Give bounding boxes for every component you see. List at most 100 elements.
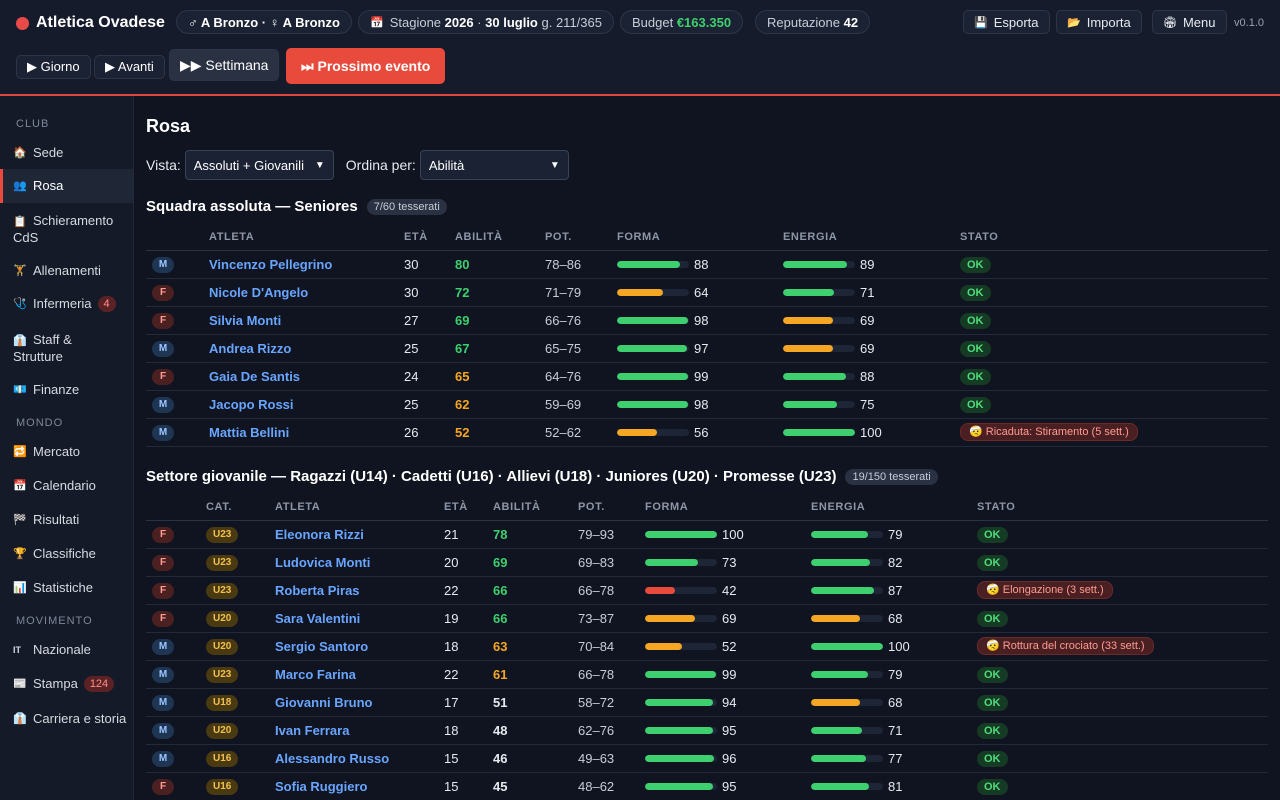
sidebar-item-rosa[interactable]: 👥 Rosa <box>0 169 133 203</box>
table-row[interactable]: M U23 Marco Farina 22 61 66–78 99 79 OK <box>146 660 1268 689</box>
table-row[interactable]: M Andrea Rizzo 25 67 65–75 97 69 OK <box>146 334 1268 363</box>
sidebar-item-infermeria[interactable]: 🩺 Infermeria 4 <box>0 296 133 312</box>
category-badge: U20 <box>206 723 239 739</box>
table-row[interactable]: M Mattia Bellini 26 52 52–62 56 100 🤕 Ricaduta:… <box>146 418 1268 447</box>
col-form[interactable]: FORMA <box>645 494 811 521</box>
advance-day-button[interactable]: ▶ Giorno <box>16 55 91 79</box>
table-row[interactable]: F U23 Eleonora Rizzi 21 78 79–93 100 79 OK <box>146 520 1268 549</box>
energy-bar-fill <box>811 783 870 791</box>
sex-cell: F <box>146 772 206 800</box>
athlete-name[interactable]: Vincenzo Pellegrino <box>209 250 404 279</box>
view-select[interactable]: Assoluti + Giovanili ▼ <box>184 150 334 180</box>
ability-value: 45 <box>493 778 508 794</box>
col-category[interactable]: CAT. <box>206 494 275 521</box>
potential: 73–87 <box>578 604 645 633</box>
athlete-name[interactable]: Gaia De Santis <box>209 362 404 391</box>
export-button[interactable]: 💾 Esporta <box>963 10 1050 34</box>
col-status[interactable]: STATO <box>960 224 1268 251</box>
col-energy[interactable]: ENERGIA <box>811 494 977 521</box>
athlete-name[interactable]: Sara Valentini <box>275 604 444 633</box>
sidebar-item-mercato[interactable]: 🔁 Mercato <box>0 444 133 460</box>
col-ability[interactable]: ABILITÀ <box>455 224 545 251</box>
col-athlete[interactable]: ATLETA <box>209 224 404 251</box>
sidebar-item-finanze[interactable]: 💶 Finanze <box>0 382 133 398</box>
athlete-name[interactable]: Jacopo Rossi <box>209 390 404 419</box>
energy: 100 <box>783 418 960 447</box>
table-row[interactable]: F U23 Roberta Piras 22 66 66–78 42 87 🤕 Elongazi… <box>146 576 1268 605</box>
athlete-name[interactable]: Marco Farina <box>275 660 444 689</box>
table-row[interactable]: M Jacopo Rossi 25 62 59–69 98 75 OK <box>146 390 1268 419</box>
table-row[interactable]: F U23 Ludovica Monti 20 69 69–83 73 82 OK <box>146 548 1268 577</box>
table-row[interactable]: M U16 Alessandro Russo 15 46 49–63 96 77 OK <box>146 744 1268 773</box>
energy: 89 <box>783 250 960 279</box>
table-row[interactable]: M Vincenzo Pellegrino 30 80 78–86 88 89 OK <box>146 250 1268 279</box>
sidebar-item-staff[interactable]: 👔 Staff & Strutture <box>0 332 110 365</box>
age: 27 <box>404 306 455 335</box>
ability: 48 <box>493 716 578 745</box>
category-badge: U23 <box>206 583 239 599</box>
table-row[interactable]: M U20 Sergio Santoro 18 63 70–84 52 100 🤕 Rottur… <box>146 632 1268 661</box>
athlete-name[interactable]: Sergio Santoro <box>275 632 444 661</box>
table-row[interactable]: F Nicole D'Angelo 30 72 71–79 64 71 OK <box>146 278 1268 307</box>
advance-week-button[interactable]: ▶▶ Settimana <box>169 49 280 81</box>
athlete-name[interactable]: Ludovica Monti <box>275 548 444 577</box>
table-row[interactable]: M U20 Ivan Ferrara 18 48 62–76 95 71 OK <box>146 716 1268 745</box>
col-age[interactable]: ETÀ <box>404 224 455 251</box>
table-row[interactable]: F U16 Sofia Ruggiero 15 45 48–62 95 81 OK <box>146 772 1268 800</box>
athlete-name[interactable]: Andrea Rizzo <box>209 334 404 363</box>
col-ability[interactable]: ABILITÀ <box>493 494 578 521</box>
athlete-name[interactable]: Nicole D'Angelo <box>209 278 404 307</box>
import-button[interactable]: 📂 Importa <box>1056 10 1142 34</box>
athlete-name[interactable]: Giovanni Bruno <box>275 688 444 717</box>
sidebar-item-sede[interactable]: 🏠 Sede <box>0 145 133 161</box>
sidebar-item-nazionale[interactable]: IT Nazionale <box>0 642 133 658</box>
next-event-button[interactable]: ⏭ Prossimo evento <box>286 48 446 84</box>
col-age[interactable]: ETÀ <box>444 494 493 521</box>
form-bar-fill <box>645 699 713 707</box>
sidebar-item-stampa[interactable]: 📰 Stampa 124 <box>0 676 133 692</box>
sidebar-item-calendario[interactable]: 📅 Calendario <box>0 478 133 494</box>
athlete-name[interactable]: Roberta Piras <box>275 576 444 605</box>
athlete-name[interactable]: Sofia Ruggiero <box>275 772 444 800</box>
athlete-name[interactable]: Eleonora Rizzi <box>275 520 444 549</box>
energy: 87 <box>811 576 977 605</box>
advance-button[interactable]: ▶ Avanti <box>94 55 165 79</box>
col-potential[interactable]: POT. <box>578 494 645 521</box>
table-row[interactable]: F Silvia Monti 27 69 66–76 98 69 OK <box>146 306 1268 335</box>
col-potential[interactable]: POT. <box>545 224 617 251</box>
athlete-name-value: Sara Valentini <box>275 610 361 626</box>
col-energy[interactable]: ENERGIA <box>783 224 960 251</box>
sidebar-item-risultati[interactable]: 🏁 Risultati <box>0 512 133 528</box>
sidebar-item-schieramento[interactable]: 📋 Schieramento CdS <box>0 213 120 246</box>
category-cell: U20 <box>206 632 275 661</box>
energy-value: 71 <box>888 723 903 739</box>
ability: 63 <box>493 632 578 661</box>
table-row[interactable]: F U20 Sara Valentini 19 66 73–87 69 68 OK <box>146 604 1268 633</box>
energy-value: 77 <box>888 751 903 767</box>
col-status[interactable]: STATO <box>977 494 1268 521</box>
sidebar-item-allenamenti[interactable]: 🏋 Allenamenti <box>0 263 133 279</box>
sidebar-section-movement: MOVIMENTO <box>16 615 93 627</box>
sidebar-item-carriera[interactable]: 👔 Carriera e storia <box>0 711 133 727</box>
col-athlete[interactable]: ATLETA <box>275 494 444 521</box>
table-row[interactable]: F Gaia De Santis 24 65 64–76 99 88 OK <box>146 362 1268 391</box>
newspaper-icon: 📰 <box>13 678 27 690</box>
athlete-name[interactable]: Ivan Ferrara <box>275 716 444 745</box>
sex-cell: F <box>146 362 209 391</box>
athlete-name[interactable]: Mattia Bellini <box>209 418 404 447</box>
athlete-name[interactable]: Silvia Monti <box>209 306 404 335</box>
potential: 58–72 <box>578 688 645 717</box>
age-value: 18 <box>444 638 459 654</box>
sidebar-item-classifiche[interactable]: 🏆 Classifiche <box>0 546 133 562</box>
ability: 69 <box>493 548 578 577</box>
age-value: 18 <box>444 722 459 738</box>
energy-bar <box>783 317 855 325</box>
col-form[interactable]: FORMA <box>617 224 783 251</box>
potential: 66–76 <box>545 306 617 335</box>
form-bar <box>645 615 717 623</box>
table-row[interactable]: M U18 Giovanni Bruno 17 51 58–72 94 68 OK <box>146 688 1268 717</box>
sort-select[interactable]: Abilità ▼ <box>419 150 569 180</box>
athlete-name[interactable]: Alessandro Russo <box>275 744 444 773</box>
menu-button[interactable]: 🏟 Menu <box>1152 10 1227 34</box>
sidebar-item-statistiche[interactable]: 📊 Statistiche <box>0 580 133 596</box>
